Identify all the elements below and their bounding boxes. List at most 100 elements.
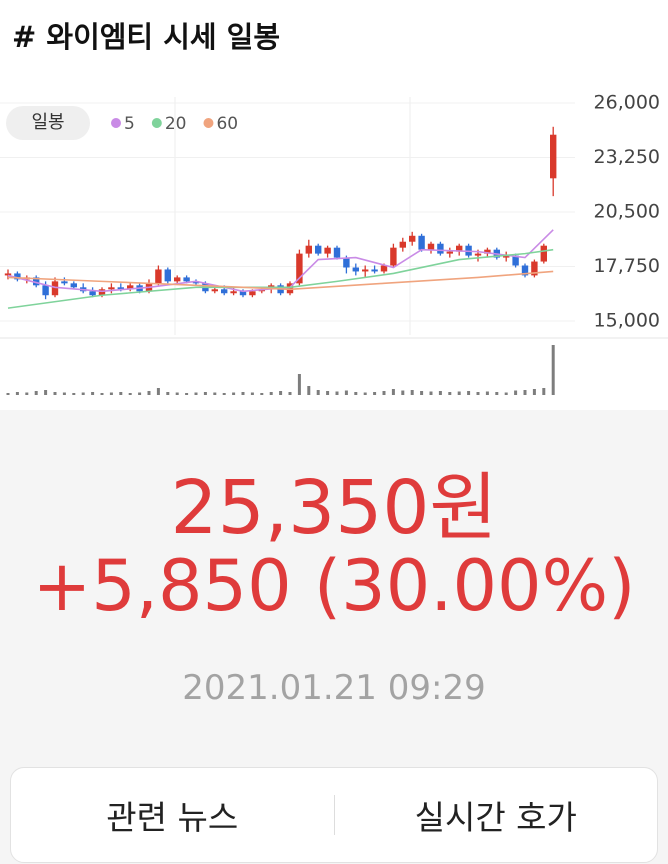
candle-body (230, 291, 237, 294)
volume-bar (269, 392, 273, 395)
candle-body (352, 267, 359, 272)
volume-bar (288, 392, 292, 395)
chart-panel: # 와이엠티 시세 일봉 일봉 15,000 17,750 20,500 23,250… (0, 0, 668, 410)
candle-body (446, 251, 453, 254)
volume-bar (62, 392, 66, 395)
candle-body (324, 247, 331, 254)
period-pill (6, 106, 90, 140)
volume-bar (391, 389, 395, 395)
candle-body (390, 247, 397, 266)
legend-label: 20 (165, 114, 187, 134)
volume-bar (175, 392, 179, 395)
volume-bar (6, 393, 10, 395)
volume-bar (109, 392, 113, 395)
volume-bar (514, 390, 518, 395)
candle-body (305, 245, 312, 254)
y-tick-label: 15,000 (594, 310, 660, 332)
volume-bar (495, 392, 499, 395)
candle-body (362, 269, 369, 272)
volume-bar (44, 390, 48, 395)
volume-bar (373, 392, 377, 395)
volume-bar (72, 393, 76, 395)
price-change: +5,850 (30.00%) (32, 545, 636, 627)
candle-body (484, 249, 491, 254)
volume-bar (467, 391, 471, 395)
orderbook-button[interactable]: 실시간 호가 (414, 798, 577, 837)
candle-body (315, 245, 322, 254)
candle-body (164, 269, 171, 282)
candle-body (296, 253, 303, 284)
candle-body (42, 285, 49, 296)
volume-bar (504, 392, 508, 395)
volume-bar (53, 392, 57, 395)
candle-body (174, 277, 181, 282)
volume-bar (34, 391, 38, 395)
candle-body (521, 265, 529, 276)
volume-bar (485, 391, 489, 395)
volume-bar (363, 392, 367, 395)
y-tick-label: 23,250 (594, 146, 660, 168)
candle-body (183, 277, 190, 282)
moving-average (7, 270, 554, 291)
chart: 일봉 15,000 17,750 20,500 23,250 26,000 5 20 60 (0, 92, 668, 395)
candle-body (531, 261, 538, 276)
page-title: # 와이엠티 시세 일봉 (12, 20, 281, 54)
volume-bar (316, 390, 320, 395)
candle-body (343, 257, 350, 268)
volume-bar (307, 386, 311, 395)
volume-bar (138, 392, 142, 395)
candle-body (456, 245, 463, 252)
legend-label: 5 (124, 114, 135, 134)
candle-body (427, 243, 435, 250)
volume-bar (279, 391, 283, 395)
volume-bar (250, 392, 254, 395)
candle-body (61, 281, 68, 284)
volume-bar (382, 391, 386, 395)
volume-bar (91, 392, 95, 395)
y-tick-label: 20,500 (594, 201, 660, 223)
volume-bar (344, 390, 348, 395)
volume-bar (401, 390, 405, 395)
moving-average (7, 248, 554, 309)
candle-body (89, 291, 96, 296)
candle-body (371, 269, 378, 272)
candle-body (98, 289, 106, 296)
volume-bar (128, 393, 132, 395)
candle-body (540, 245, 547, 262)
candle-body (192, 281, 200, 284)
candle-body (474, 253, 482, 256)
news-button[interactable]: 관련 뉴스 (106, 798, 239, 837)
candle-body (286, 283, 294, 294)
timestamp: 2021.01.21 09:29 (182, 668, 486, 708)
volume-bar (185, 393, 189, 395)
period-label: 일봉 (31, 112, 64, 133)
candle-body (550, 134, 557, 179)
candle-body (51, 281, 59, 296)
candle-body (33, 277, 40, 286)
volume-bar (222, 393, 226, 395)
legend-dot (203, 118, 214, 128)
volume-bar (119, 392, 123, 395)
volume-bar (147, 391, 151, 395)
candle-body (14, 273, 21, 280)
volume-bar (523, 390, 527, 395)
candle-body (503, 255, 510, 258)
volume-bar (542, 388, 546, 395)
volume-bar (438, 391, 442, 395)
volume-bar (551, 345, 555, 395)
volume-bar (420, 391, 424, 395)
volume-bar (241, 392, 245, 395)
candle-body (127, 285, 134, 290)
legend-dot (151, 118, 162, 128)
legend-label: 60 (216, 114, 238, 134)
volume-bar (410, 390, 414, 395)
volume-bar (448, 392, 452, 395)
separator (333, 795, 335, 835)
candle-body (380, 265, 388, 272)
volume-bar (100, 393, 104, 395)
volume-bar (326, 391, 330, 395)
candle-body (108, 287, 115, 290)
legend-dot (111, 118, 121, 128)
volume-bar (476, 392, 480, 395)
